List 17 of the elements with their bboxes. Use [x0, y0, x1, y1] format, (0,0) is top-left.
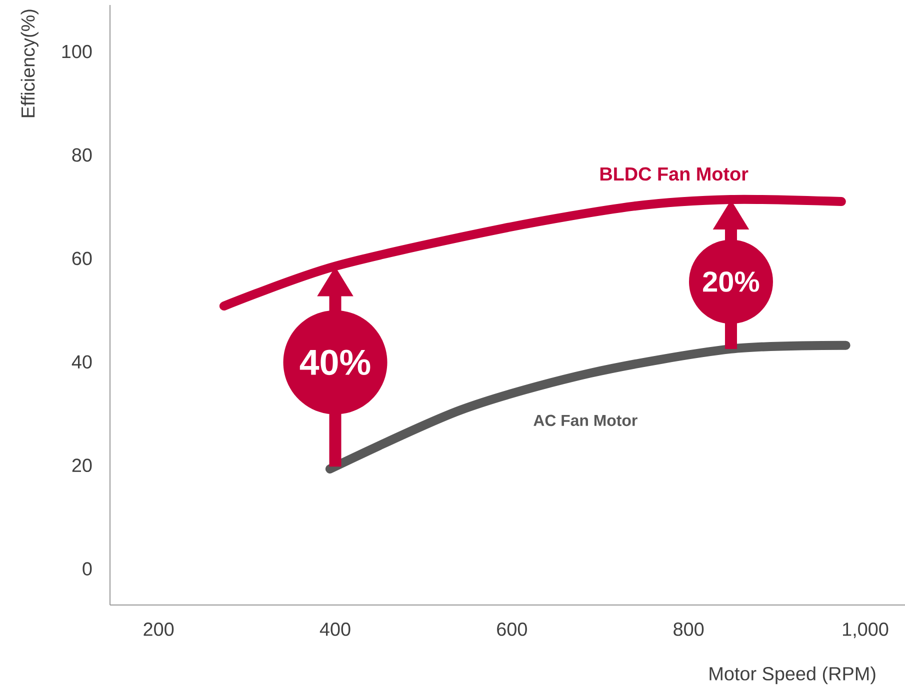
y-tick-label: 100	[62, 44, 92, 58]
x-tick-label: 400	[320, 622, 350, 636]
y-tick-label: 60	[72, 252, 92, 266]
x-tick-label: 800	[674, 622, 704, 636]
series-label: BLDC Fan Motor	[600, 167, 748, 181]
y-axis-title: Efficiency(%)	[20, 10, 38, 118]
annotation: 40%	[300, 350, 370, 376]
y-tick-label: 40	[72, 355, 92, 369]
x-axis-title: Motor Speed (RPM)	[710, 666, 876, 684]
x-tick-label: 600	[497, 622, 527, 636]
x-tick-label: 1,000	[843, 622, 888, 638]
y-tick-label: 20	[72, 458, 92, 472]
annotation: 20%	[703, 271, 760, 292]
x-tick-label: 200	[144, 622, 174, 636]
series-label: AC Fan Motor	[534, 414, 638, 426]
y-tick-label: 0	[82, 562, 92, 576]
y-tick-label: 80	[72, 148, 92, 162]
